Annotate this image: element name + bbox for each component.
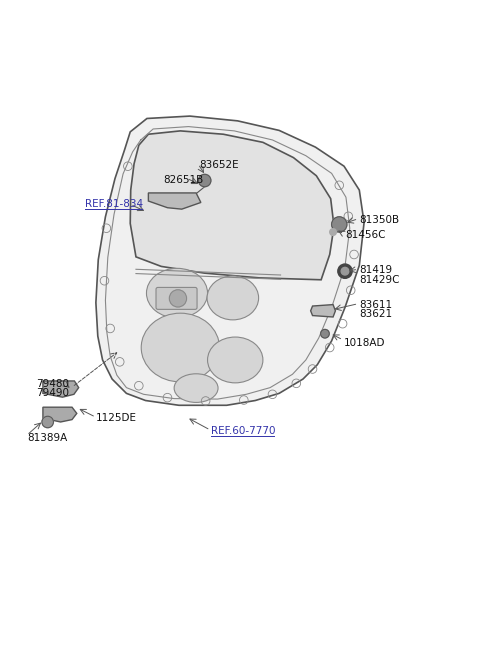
Circle shape — [330, 229, 336, 235]
Ellipse shape — [207, 337, 263, 383]
Polygon shape — [130, 131, 334, 280]
Polygon shape — [311, 305, 336, 317]
Ellipse shape — [174, 374, 218, 402]
Polygon shape — [96, 116, 364, 405]
Text: 83611: 83611 — [360, 299, 393, 310]
Circle shape — [199, 174, 211, 187]
Polygon shape — [43, 407, 77, 422]
Circle shape — [321, 329, 329, 338]
Text: 82651B: 82651B — [164, 175, 204, 185]
Text: REF.81-834: REF.81-834 — [85, 199, 143, 210]
Circle shape — [338, 264, 352, 278]
Ellipse shape — [207, 276, 259, 320]
Circle shape — [332, 217, 347, 232]
Polygon shape — [43, 381, 79, 397]
Text: 83652E: 83652E — [199, 160, 239, 170]
Text: 1018AD: 1018AD — [344, 338, 385, 348]
Text: 79490: 79490 — [36, 388, 69, 398]
Circle shape — [42, 417, 53, 428]
Text: 83621: 83621 — [360, 309, 393, 319]
Text: 81456C: 81456C — [345, 231, 385, 240]
Ellipse shape — [141, 313, 219, 382]
Text: 1125DE: 1125DE — [96, 413, 137, 423]
Ellipse shape — [146, 269, 207, 318]
Text: 81419: 81419 — [360, 265, 393, 275]
Circle shape — [341, 267, 349, 275]
Text: 81429C: 81429C — [360, 275, 400, 285]
FancyBboxPatch shape — [156, 288, 197, 309]
Text: 81389A: 81389A — [28, 433, 68, 443]
Circle shape — [169, 290, 187, 307]
Text: 81350B: 81350B — [360, 215, 399, 225]
Text: 79480: 79480 — [36, 379, 69, 389]
Text: REF.60-7770: REF.60-7770 — [211, 426, 276, 436]
Polygon shape — [148, 193, 201, 209]
